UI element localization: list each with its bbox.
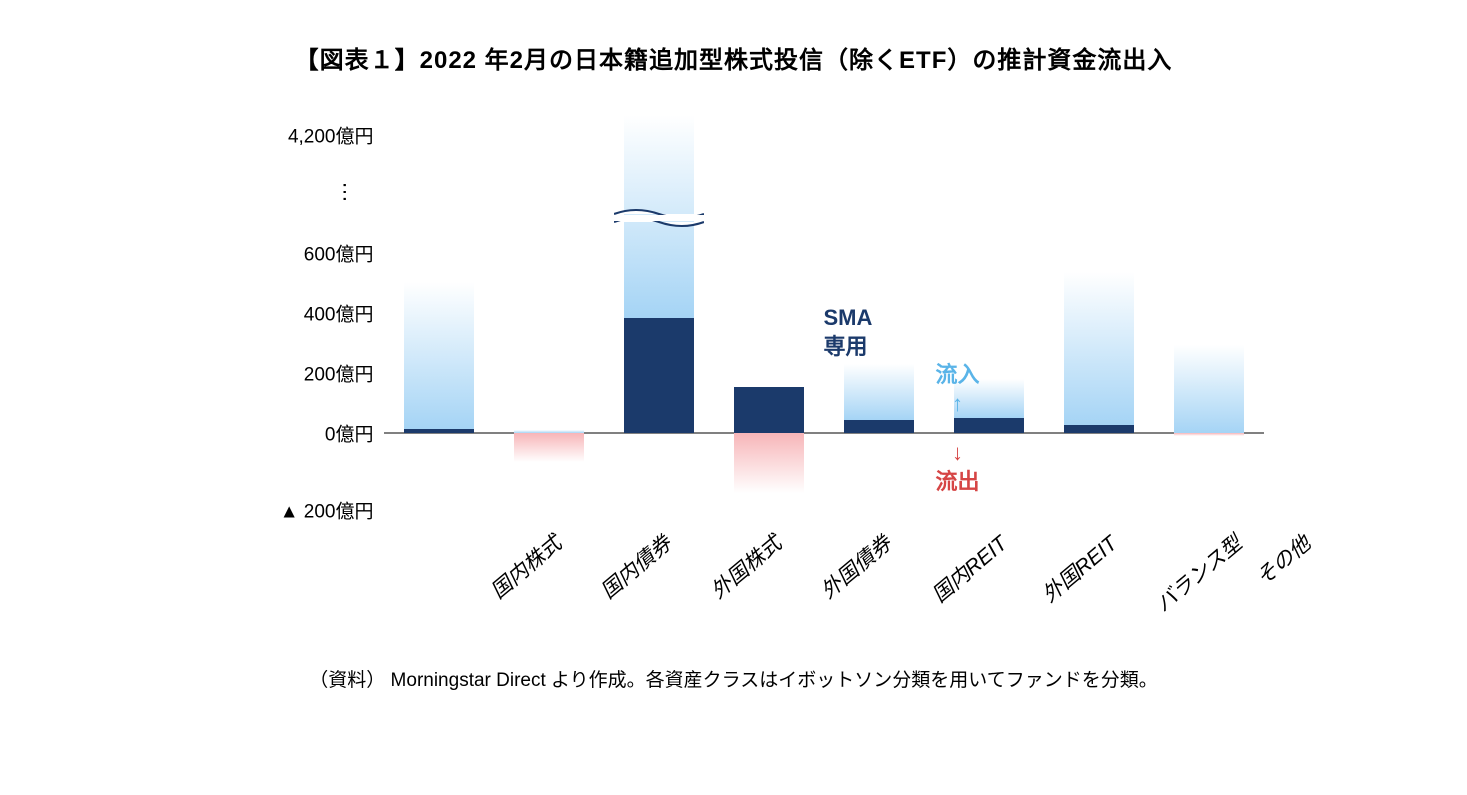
bar-outflow (514, 433, 584, 462)
y-tick-label: 600億円 (304, 240, 374, 267)
y-axis: 4,200億円600億円400億円200億円0億円▲ 200億円… (184, 115, 384, 515)
bar-inflow (1064, 272, 1134, 425)
x-category-label: その他 (1248, 528, 1316, 591)
bar-sma (844, 420, 914, 434)
annotation-outflow: ↓流出 (936, 439, 980, 496)
bar-inflow (1174, 345, 1244, 434)
axis-break-icon (614, 206, 704, 230)
bar-outflow (734, 433, 804, 493)
x-category-label: 国内REIT (925, 528, 1013, 609)
x-category-label: 外国REIT (1035, 528, 1123, 609)
axis-break-dots: … (338, 181, 364, 207)
x-category-label: バランス型 (1148, 528, 1247, 618)
x-category-label: 外国株式 (703, 528, 787, 605)
chart-area: 4,200億円600億円400億円200億円0億円▲ 200億円… 国内株式国内… (184, 115, 1284, 635)
bar-sma (734, 387, 804, 434)
y-tick-label: 0億円 (325, 420, 374, 447)
bar-outflow (1174, 433, 1244, 436)
x-category-label: 外国債券 (813, 528, 897, 605)
source-note: （資料） Morningstar Direct より作成。各資産クラスはイボット… (60, 665, 1407, 692)
bar-sma (1064, 425, 1134, 433)
y-tick-label: 400億円 (304, 300, 374, 327)
bar-inflow (404, 282, 474, 429)
annotation-sma: SMA専用 (824, 304, 873, 361)
y-tick-label: ▲ 200億円 (280, 497, 374, 524)
x-category-label: 国内債券 (593, 528, 677, 605)
bar-sma (404, 429, 474, 433)
x-category-label: 国内株式 (483, 528, 567, 605)
y-tick-label: 4,200億円 (288, 122, 374, 149)
y-tick-label: 200億円 (304, 360, 374, 387)
chart-title: 【図表１】2022 年2月の日本籍追加型株式投信（除くETF）の推計資金流出入 (60, 40, 1407, 75)
bar-sma (624, 318, 694, 434)
annotation-inflow: 流入↑ (936, 361, 980, 418)
bar-inflow (844, 364, 914, 420)
bar-sma (954, 418, 1024, 433)
